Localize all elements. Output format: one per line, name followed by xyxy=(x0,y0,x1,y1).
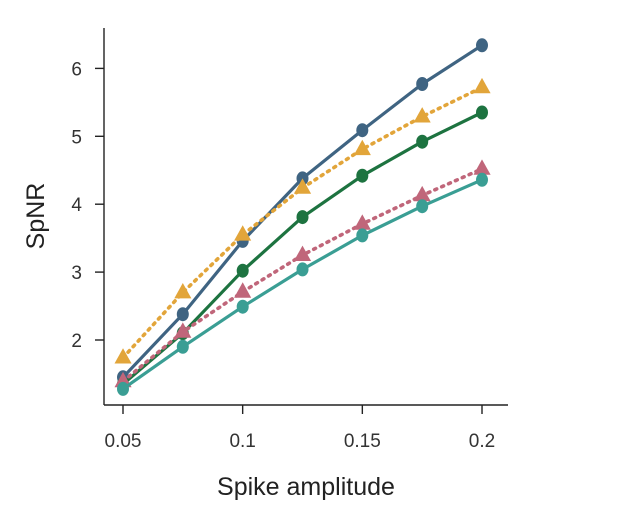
y-tick-label: 3 xyxy=(71,263,82,284)
data-point xyxy=(473,159,491,175)
data-point xyxy=(353,139,371,156)
data-point xyxy=(114,371,132,388)
data-point xyxy=(236,299,249,314)
data-point xyxy=(234,282,252,298)
x-tick-label: 0.1 xyxy=(229,431,255,452)
data-point xyxy=(416,77,429,91)
data-point xyxy=(476,38,488,53)
y-ticks: 2 3 4 5 6 xyxy=(71,59,104,352)
axes xyxy=(103,28,508,406)
data-point xyxy=(416,199,429,214)
y-tick-label: 4 xyxy=(71,195,82,216)
x-tick-label: 0.2 xyxy=(469,431,495,452)
data-point xyxy=(176,339,189,354)
series-5 xyxy=(117,172,488,396)
x-tick-label: 0.15 xyxy=(344,431,381,452)
data-point xyxy=(356,123,369,138)
data-point xyxy=(236,263,249,278)
data-point xyxy=(473,77,491,94)
data-point xyxy=(174,283,192,299)
data-point xyxy=(176,307,189,322)
y-tick-label: 2 xyxy=(71,331,82,352)
series-4 xyxy=(114,159,491,388)
data-point xyxy=(356,168,369,183)
y-axis-title: SpNR xyxy=(22,183,50,250)
data-point xyxy=(416,134,429,149)
data-point xyxy=(114,348,132,364)
series-layer xyxy=(114,38,491,396)
y-tick-label: 5 xyxy=(71,127,82,148)
x-axis-title: Spike amplitude xyxy=(217,473,395,501)
data-point xyxy=(117,381,129,396)
x-ticks: 0.05 0.1 0.15 0.2 xyxy=(105,405,495,452)
series-2 xyxy=(114,77,491,364)
data-point xyxy=(296,210,309,225)
data-point xyxy=(413,107,431,123)
data-point xyxy=(476,105,488,120)
data-point xyxy=(353,214,371,230)
data-point xyxy=(296,262,309,277)
y-tick-label: 6 xyxy=(71,59,82,80)
x-tick-label: 0.05 xyxy=(105,431,142,452)
data-point xyxy=(293,178,312,194)
data-point xyxy=(293,245,312,261)
data-point xyxy=(174,322,192,338)
data-point xyxy=(234,225,252,241)
data-point xyxy=(413,185,431,202)
data-point xyxy=(476,172,488,187)
data-point xyxy=(356,228,369,243)
